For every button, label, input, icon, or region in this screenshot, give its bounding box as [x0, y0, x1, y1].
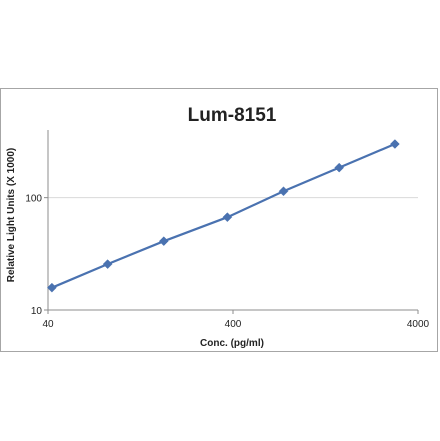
x-axis-label: Conc. (pg/ml)	[200, 338, 264, 349]
data-point-marker	[390, 139, 400, 149]
y-tick-label: 100	[25, 194, 42, 205]
chart-title: Lum-8151	[188, 105, 277, 126]
y-axis-label: Relative Light Units (X 1000)	[6, 148, 17, 282]
x-tick-label: 40	[42, 319, 54, 330]
data-point-marker	[47, 282, 57, 293]
y-tick-label: 10	[31, 306, 43, 317]
data-series	[47, 139, 400, 293]
axes	[44, 130, 419, 314]
x-tick-label: 400	[225, 319, 242, 330]
data-point-marker	[334, 162, 345, 173]
x-tick-label: 4000	[407, 319, 430, 330]
data-point-marker	[102, 259, 113, 269]
data-point-marker	[158, 236, 169, 247]
data-point-marker	[222, 212, 233, 223]
data-point-marker	[278, 186, 289, 197]
tick-labels: 10 100 40 400 4000	[25, 194, 429, 330]
